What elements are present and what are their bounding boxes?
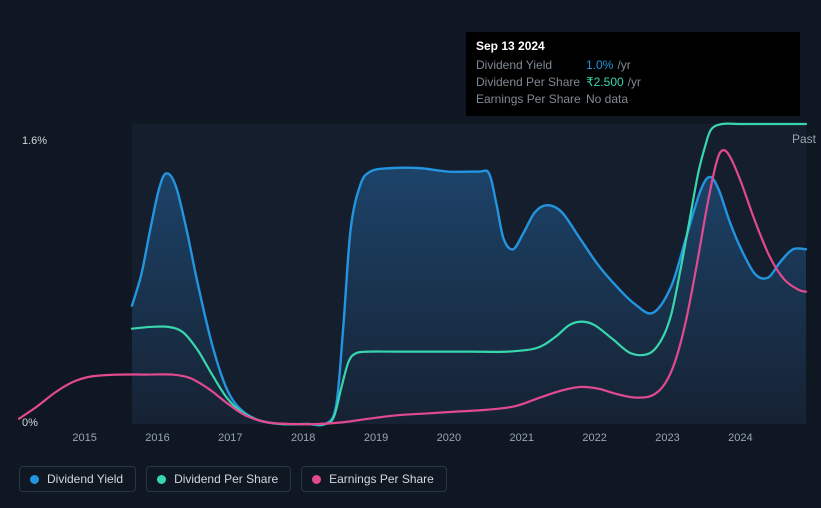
x-axis-tick: 2019 [364,432,388,444]
y-axis-tick: 1.6% [22,135,47,147]
x-axis-tick: 2020 [437,432,461,444]
legend-label: Dividend Yield [47,472,123,486]
tooltip-date: Sep 13 2024 [476,38,790,55]
legend-label: Dividend Per Share [174,472,278,486]
x-axis-tick: 2024 [728,432,752,444]
chart-legend: Dividend Yield Dividend Per Share Earnings… [19,466,447,492]
tooltip-suffix: /yr [628,74,641,91]
chart-tooltip: Sep 13 2024 Dividend Yield1.0%/yrDividen… [466,32,800,116]
x-axis-tick: 2018 [291,432,315,444]
x-axis-tick: 2015 [72,432,96,444]
tooltip-row: Earnings Per ShareNo data [476,91,790,108]
tooltip-nodata: No data [586,91,628,108]
legend-item-dividend-per-share[interactable]: Dividend Per Share [146,466,291,492]
legend-dot-icon [312,475,321,484]
legend-item-earnings-per-share[interactable]: Earnings Per Share [301,466,447,492]
tooltip-suffix: /yr [617,57,630,74]
past-divider-label: Past [792,132,816,146]
y-axis-tick: 0% [22,417,38,429]
tooltip-value: ₹2.500 [586,74,624,91]
legend-dot-icon [157,475,166,484]
tooltip-value: 1.0% [586,57,613,74]
x-axis-tick: 2016 [145,432,169,444]
x-axis-tick: 2023 [655,432,679,444]
x-axis-tick: 2017 [218,432,242,444]
tooltip-label: Dividend Yield [476,57,586,74]
legend-dot-icon [30,475,39,484]
x-axis-tick: 2021 [510,432,534,444]
tooltip-label: Earnings Per Share [476,91,586,108]
legend-item-dividend-yield[interactable]: Dividend Yield [19,466,136,492]
x-axis-tick: 2022 [582,432,606,444]
tooltip-label: Dividend Per Share [476,74,586,91]
tooltip-row: Dividend Per Share₹2.500/yr [476,74,790,91]
tooltip-row: Dividend Yield1.0% /yr [476,57,790,74]
legend-label: Earnings Per Share [329,472,434,486]
